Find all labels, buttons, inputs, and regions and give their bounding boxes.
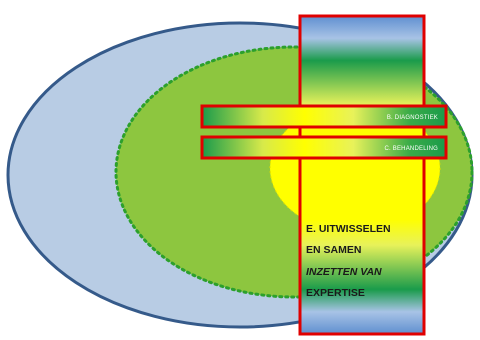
bar-behandeling: C. BEHANDELING <box>200 135 448 160</box>
bar-behandeling-rect <box>200 135 448 160</box>
column-line-4: EXPERTISE <box>306 287 365 299</box>
column-line-1: E. UITWISSELEN <box>306 223 391 235</box>
column-line-2: EN SAMEN <box>306 244 361 256</box>
bar-diagnostiek-rect <box>200 104 448 129</box>
bar-diagnostiek-label: B. DIAGNOSTIEK <box>387 115 438 121</box>
column-line-3: INZETTEN VAN <box>306 266 382 278</box>
bar-behandeling-label: C. BEHANDELING <box>385 146 439 152</box>
expertise-column <box>298 14 426 336</box>
bar-diagnostiek: B. DIAGNOSTIEK <box>200 104 448 129</box>
